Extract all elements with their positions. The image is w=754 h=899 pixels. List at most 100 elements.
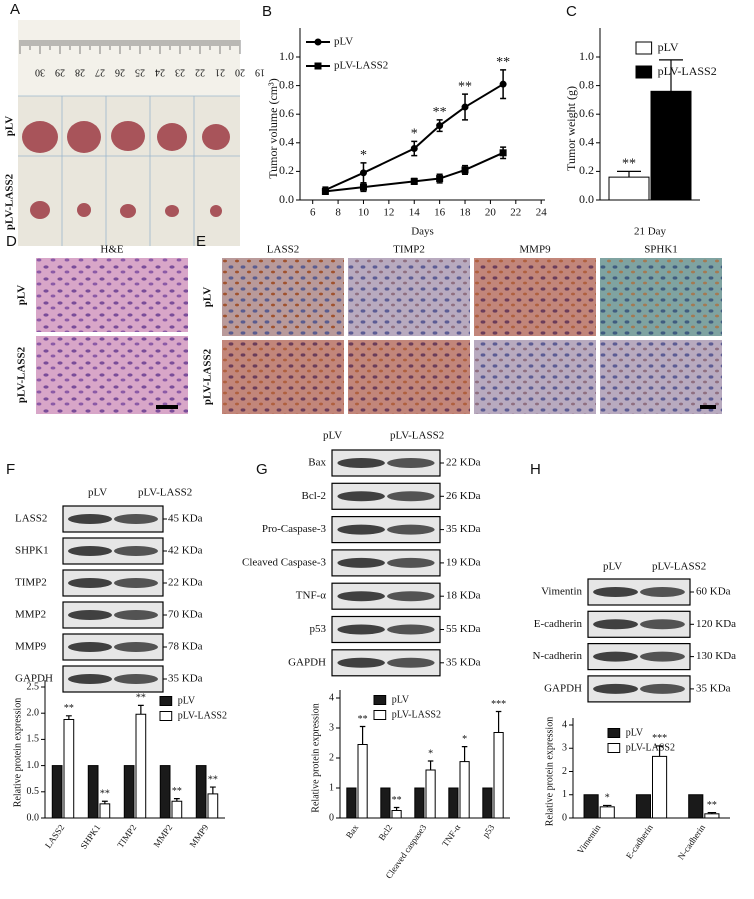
significance: ** xyxy=(392,795,402,806)
legend-label: pLV xyxy=(334,36,353,48)
error-bar xyxy=(495,710,502,733)
ihc-photo xyxy=(600,258,722,336)
legend-label: pLV-LASS2 xyxy=(334,60,388,72)
ruler-number: 19 xyxy=(255,67,265,78)
blot-row-label: TNF-α xyxy=(296,590,326,602)
x-tick-label: 18 xyxy=(460,207,472,219)
row-label: pLV xyxy=(4,116,16,136)
significance: ** xyxy=(622,157,636,172)
kda-label: 22 KDa xyxy=(446,457,481,469)
y-tick-label: 0.4 xyxy=(279,135,294,149)
y-axis-label: Relative protein expression xyxy=(310,703,321,812)
bar xyxy=(195,765,207,819)
blot-band xyxy=(387,557,435,568)
bar xyxy=(583,794,599,819)
blot-row-label: E-cadherin xyxy=(534,618,583,630)
bar xyxy=(652,755,668,819)
bar xyxy=(357,744,368,819)
legend-label: pLV xyxy=(392,694,410,705)
blot-band xyxy=(593,619,638,630)
blot-row-label: LASS2 xyxy=(15,513,47,525)
ihc-photo xyxy=(348,258,470,336)
row-label: pLV-LASS2 xyxy=(202,348,214,405)
blot-band xyxy=(114,546,158,556)
x-tick-label: Bcl2 xyxy=(376,823,394,843)
significance: *** xyxy=(652,733,667,744)
kda-label: 55 KDa xyxy=(446,623,481,635)
blot-row-label: N-cadherin xyxy=(533,650,583,662)
bar xyxy=(99,803,111,819)
legend-swatch xyxy=(159,711,173,721)
blot-band xyxy=(114,610,158,620)
blot-band xyxy=(337,491,385,502)
panel-title: H&E xyxy=(100,244,124,256)
column-label: SPHK1 xyxy=(644,244,678,256)
error-bar xyxy=(209,786,216,794)
bar xyxy=(414,787,425,819)
blot-row-label: TIMP2 xyxy=(15,577,47,589)
column-label: TIMP2 xyxy=(393,244,425,256)
blot-band xyxy=(114,642,158,652)
significance: ** xyxy=(458,79,472,94)
ruler-number: 24 xyxy=(155,67,165,78)
row-label: pLV-LASS2 xyxy=(4,173,16,230)
blot-band xyxy=(114,514,158,524)
bar xyxy=(171,800,183,819)
blot-row-label: SHPK1 xyxy=(15,545,49,557)
legend-label: pLV xyxy=(658,40,679,54)
kda-label: 130 KDa xyxy=(696,650,736,662)
significance: ** xyxy=(136,693,146,704)
y-tick-label: 0.8 xyxy=(279,77,294,91)
kda-label: 42 KDa xyxy=(168,545,203,557)
blot-band xyxy=(387,524,435,535)
significance: *** xyxy=(491,699,506,710)
blot-row-label: MMP9 xyxy=(15,641,47,653)
column-label: MMP9 xyxy=(519,244,551,256)
significance: ** xyxy=(433,105,447,120)
y-tick-label: 1 xyxy=(562,789,567,800)
legend-swatch xyxy=(635,41,653,55)
blot-band xyxy=(337,624,385,635)
y-tick-label: 0.0 xyxy=(279,192,294,206)
y-tick-label: 4 xyxy=(562,719,567,730)
legend-label: pLV xyxy=(178,695,196,706)
blot-band xyxy=(593,683,638,694)
y-tick-label: 0.5 xyxy=(27,786,40,797)
kda-label: 22 KDa xyxy=(168,577,203,589)
panel-label: B xyxy=(262,3,272,20)
x-tick-label: p53 xyxy=(480,822,496,839)
y-tick-label: 2.5 xyxy=(27,681,40,692)
blot-header: pLV xyxy=(88,487,107,499)
y-tick-label: 2.0 xyxy=(27,707,40,718)
x-tick-label: 21 Day xyxy=(634,226,667,238)
y-tick-label: 2 xyxy=(562,766,567,777)
blot-band xyxy=(68,514,112,524)
y-tick-label: 1 xyxy=(329,782,334,793)
ihc-photo xyxy=(348,340,470,414)
blot-row-label: MMP2 xyxy=(15,609,46,621)
ruler-number: 23 xyxy=(175,67,185,78)
x-tick-label: 10 xyxy=(358,207,370,219)
x-tick-label: 12 xyxy=(383,207,394,219)
ruler-number: 28 xyxy=(75,67,85,78)
kda-label: 78 KDa xyxy=(168,641,203,653)
blot-band xyxy=(337,657,385,668)
bar xyxy=(123,765,135,819)
y-tick-label: 0.0 xyxy=(579,192,594,206)
bar xyxy=(63,718,75,819)
blot-header: pLV xyxy=(603,561,622,573)
tumors xyxy=(22,121,230,219)
x-axis-label: Days xyxy=(411,226,434,238)
blot-band xyxy=(68,546,112,556)
y-tick-label: 0.6 xyxy=(279,106,294,120)
x-tick-label: 22 xyxy=(510,207,521,219)
ihc-photo xyxy=(222,258,344,336)
bar xyxy=(448,787,459,819)
point xyxy=(436,175,444,183)
scale-bar xyxy=(700,405,716,409)
bar xyxy=(391,810,402,819)
blot-header: pLV-LASS2 xyxy=(652,561,706,573)
bar xyxy=(493,732,504,819)
x-tick-label: 8 xyxy=(335,207,341,219)
x-tick-label: MMP2 xyxy=(152,823,175,850)
